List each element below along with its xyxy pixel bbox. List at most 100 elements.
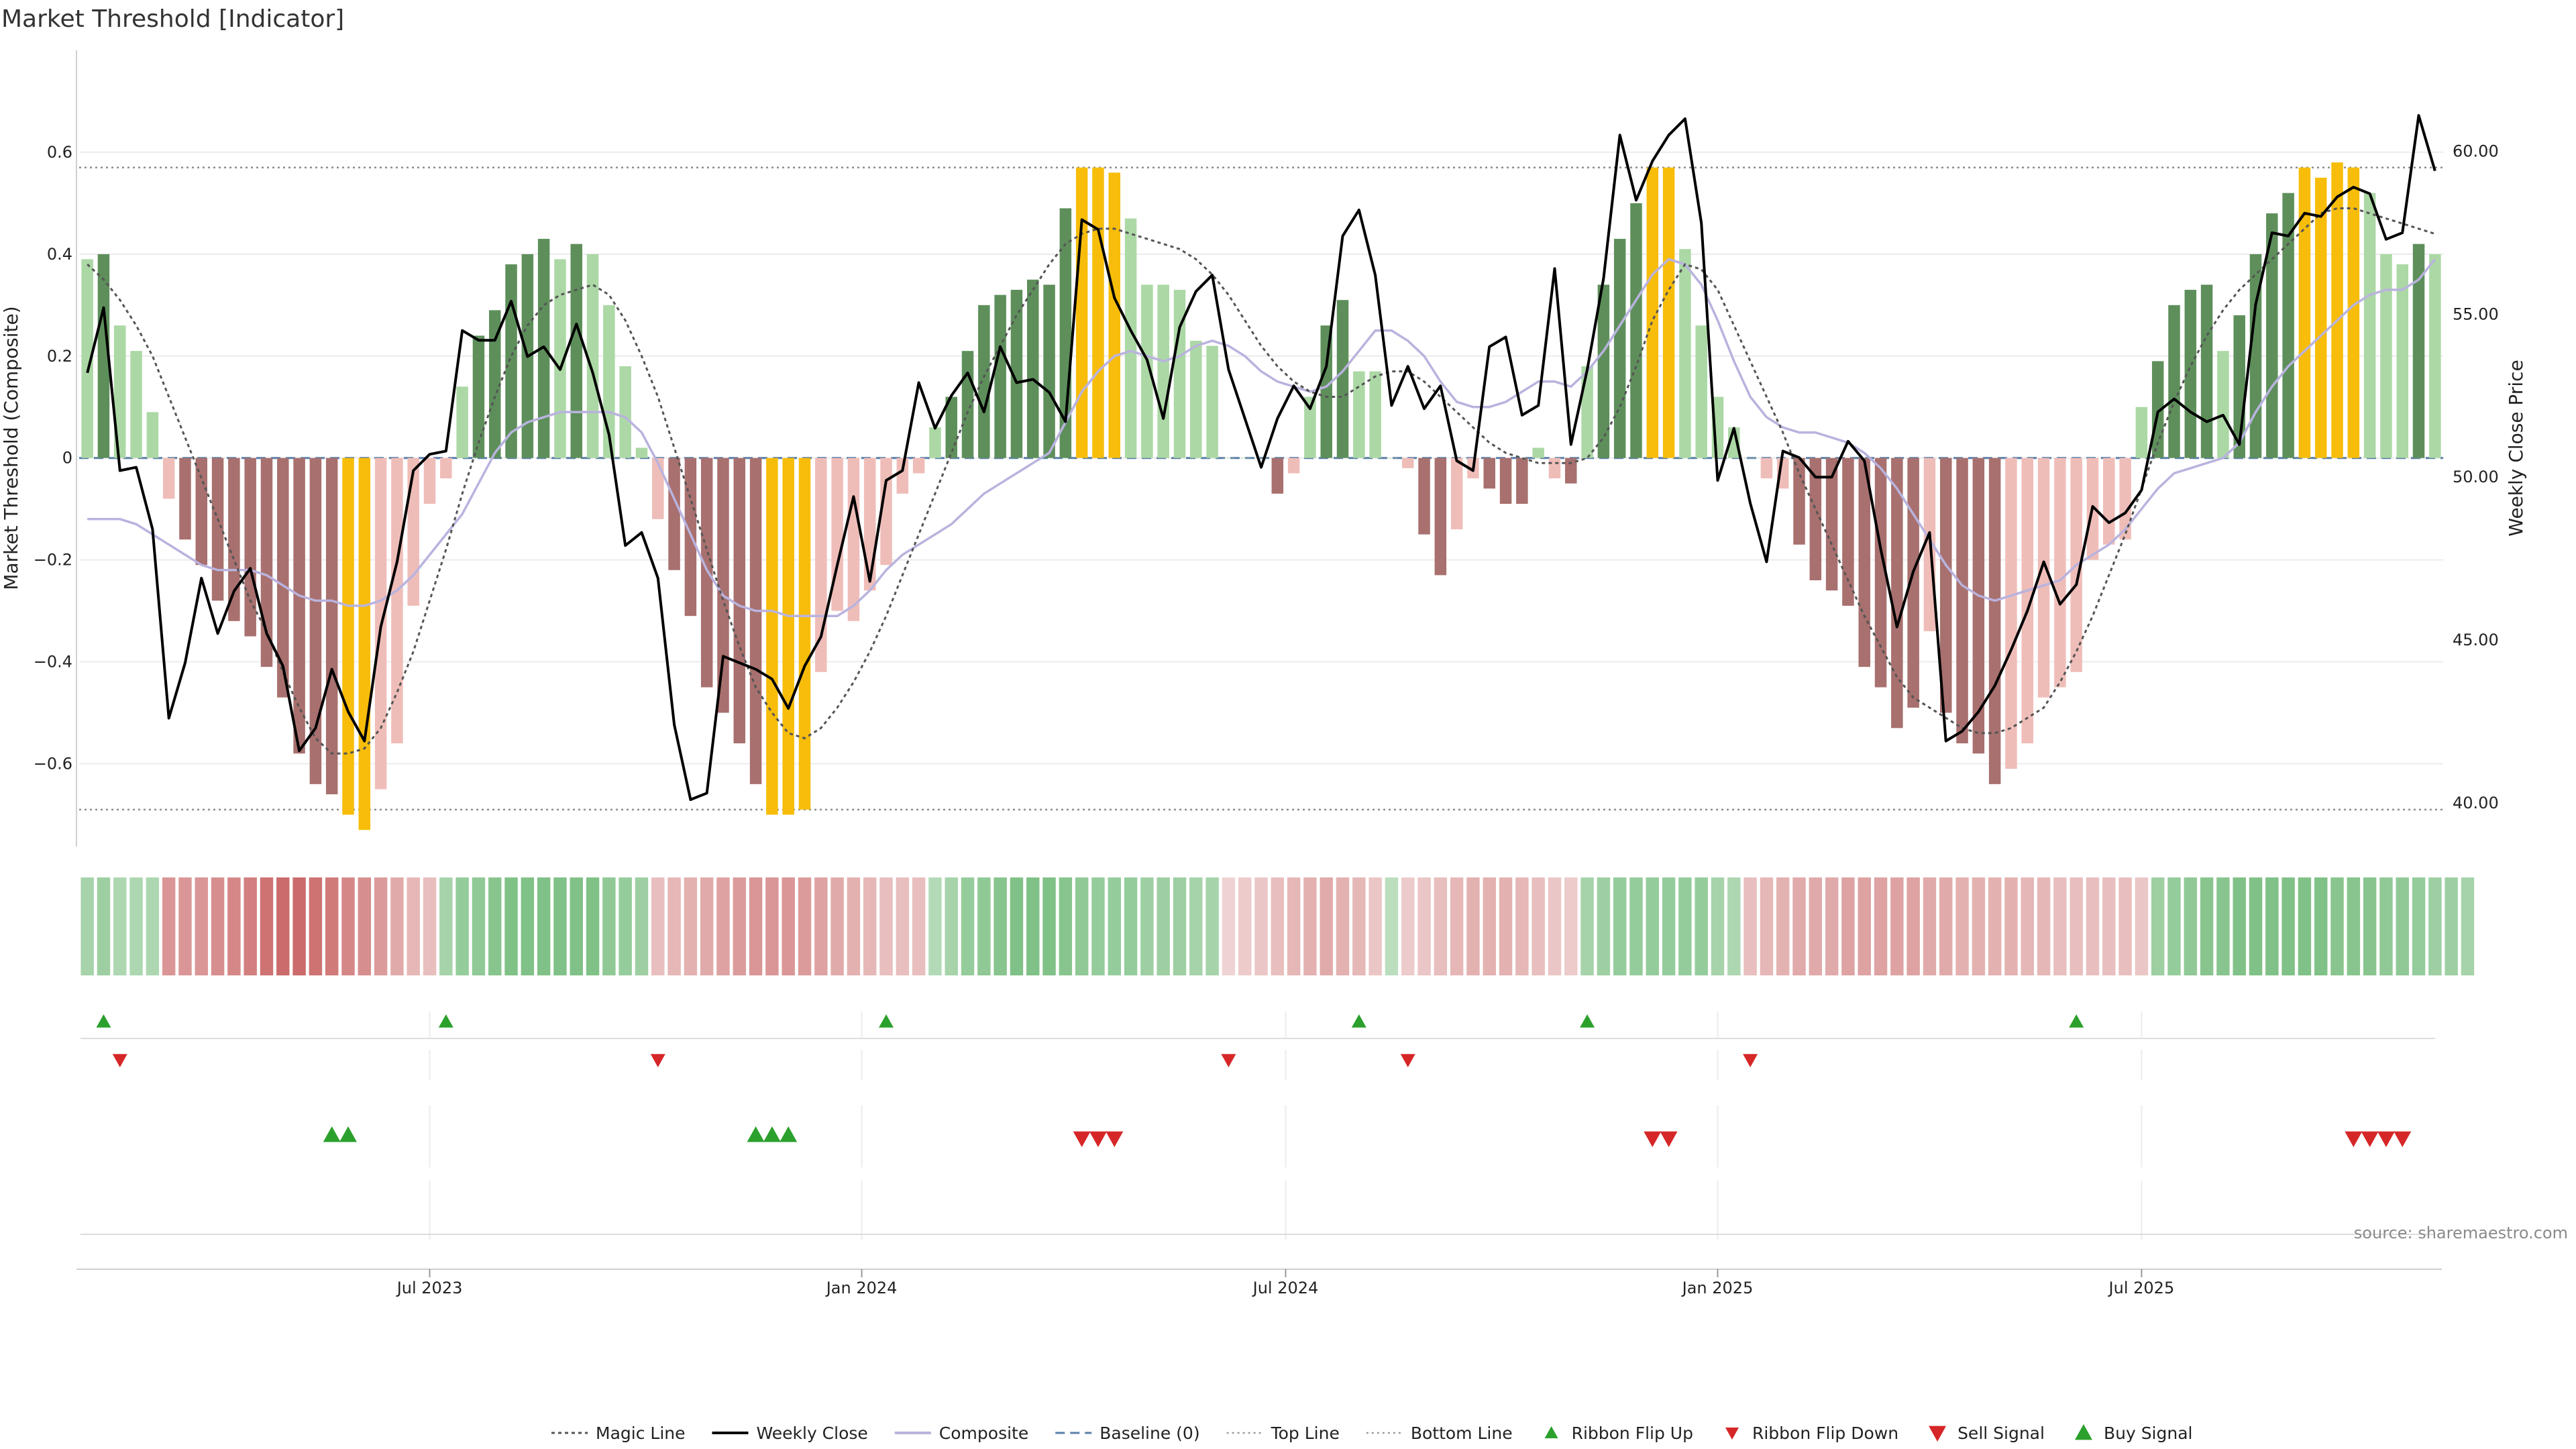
ribbon-cell	[439, 877, 453, 975]
ribbon-cell	[423, 877, 437, 975]
ribbon-cell	[1939, 877, 1953, 975]
legend-item: Sell Signal	[1929, 1424, 2045, 1443]
composite-bar	[1744, 458, 1756, 459]
composite-bar	[211, 458, 224, 601]
legend-item: Baseline (0)	[1055, 1424, 1200, 1443]
ribbon-cell	[1743, 877, 1757, 975]
composite-bar	[2021, 458, 2034, 744]
ribbon-cell	[2184, 877, 2198, 975]
composite-bar	[1092, 167, 1104, 458]
ribbon-cell	[1792, 877, 1806, 975]
ribbon-cell	[521, 877, 535, 975]
composite-bar	[570, 244, 583, 458]
legend-item: Weekly Close	[712, 1424, 868, 1443]
composite-bar	[1222, 458, 1235, 459]
ribbon-cell	[1564, 877, 1578, 975]
ribbon-cell	[733, 877, 747, 975]
composite-bar	[1287, 458, 1300, 474]
ribbon-cell	[1140, 877, 1154, 975]
composite-bar	[1679, 249, 1691, 458]
composite-bar	[2168, 305, 2180, 458]
ribbon-cell	[2282, 877, 2295, 975]
composite-bar	[440, 458, 452, 479]
composite-bar	[2314, 177, 2327, 458]
ribbon-cell	[129, 877, 143, 975]
ribbon-cell	[716, 877, 730, 975]
composite-bar	[880, 458, 892, 566]
ribbon-cell	[1646, 877, 1660, 975]
y-tick-left: 0.2	[47, 347, 72, 366]
x-tick-label: Jul 2023	[396, 1279, 463, 1297]
ribbon-cell	[2086, 877, 2100, 975]
ribbon-cell	[1173, 877, 1187, 975]
ribbon-cell	[684, 877, 698, 975]
legend-label: Weekly Close	[757, 1424, 868, 1443]
series-lines	[86, 114, 2436, 801]
sell-signal-marker	[1644, 1131, 1662, 1147]
ribbon-cell	[309, 877, 323, 975]
ribbon-cell	[2298, 877, 2312, 975]
ribbon-cell	[455, 877, 469, 975]
ribbon-cell	[994, 877, 1007, 975]
x-tick-label: Jan 2024	[825, 1279, 898, 1297]
ribbon-cell	[1254, 877, 1268, 975]
ribbon-cell	[765, 877, 779, 975]
composite-bar	[766, 458, 778, 815]
composite-bar	[1385, 458, 1398, 459]
sell-signal-marker	[1660, 1131, 1678, 1147]
composite-bar	[2200, 284, 2213, 458]
composite-bar	[1206, 345, 1218, 458]
composite-bar	[2184, 290, 2197, 458]
x-tick-label: Jan 2025	[1681, 1279, 1754, 1297]
composite-bar	[309, 458, 322, 784]
composite-bar	[1238, 458, 1251, 459]
sell-signal-marker	[1073, 1131, 1091, 1147]
ribbon-cell	[1760, 877, 1774, 975]
ribbon-cell	[537, 877, 551, 975]
ribbon-cell	[1890, 877, 1904, 975]
composite-bar	[1630, 203, 1642, 458]
composite-bar	[391, 458, 403, 744]
ribbon-cell	[244, 877, 257, 975]
composite-bar	[1597, 284, 1610, 458]
legend-label: Ribbon Flip Down	[1752, 1424, 1898, 1443]
legend-icon	[1544, 1426, 1558, 1438]
ribbon-cell	[1629, 877, 1643, 975]
ribbon-cell	[341, 877, 355, 975]
composite-bar	[668, 458, 680, 570]
ribbon-cell	[602, 877, 616, 975]
ribbon-cell	[945, 877, 958, 975]
ribbon-cell	[358, 877, 372, 975]
legend-label: Buy Signal	[2104, 1424, 2193, 1443]
ribbon-cell	[553, 877, 567, 975]
ribbon-cell	[1662, 877, 1676, 975]
ribbon-cell	[1189, 877, 1203, 975]
ribbon-cell	[2314, 877, 2328, 975]
ribbon-cell	[1336, 877, 1350, 975]
ribbon-cell	[80, 877, 94, 975]
ribbon-cell	[1825, 877, 1839, 975]
ribbon-cell	[830, 877, 844, 975]
composite-bar	[2151, 361, 2164, 458]
y-tick-right: 60.00	[2453, 142, 2499, 161]
ribbon-cell	[1809, 877, 1823, 975]
ribbon-flip-down-marker	[650, 1054, 665, 1067]
y-tick-left: −0.6	[34, 754, 72, 773]
ribbon-cell	[1026, 877, 1040, 975]
composite-bar	[1320, 325, 1332, 458]
ribbon-cell	[2249, 877, 2263, 975]
composite-bar	[2412, 244, 2425, 458]
composite-bar	[2217, 351, 2229, 458]
ribbon-cell	[325, 877, 339, 975]
ribbon-cell	[2200, 877, 2214, 975]
ribbon-cell	[2233, 877, 2246, 975]
legend-label: Baseline (0)	[1099, 1424, 1199, 1443]
ribbon-cell	[472, 877, 486, 975]
composite-bar	[1353, 371, 1365, 458]
composite-bar	[1548, 458, 1561, 479]
ribbon-cell	[847, 877, 861, 975]
composite-bar	[1874, 458, 1887, 688]
composite-bar	[733, 458, 746, 744]
buy-signal-marker	[339, 1126, 358, 1142]
legend: Magic Line Weekly Close Composite Baseline …	[551, 1424, 2193, 1443]
